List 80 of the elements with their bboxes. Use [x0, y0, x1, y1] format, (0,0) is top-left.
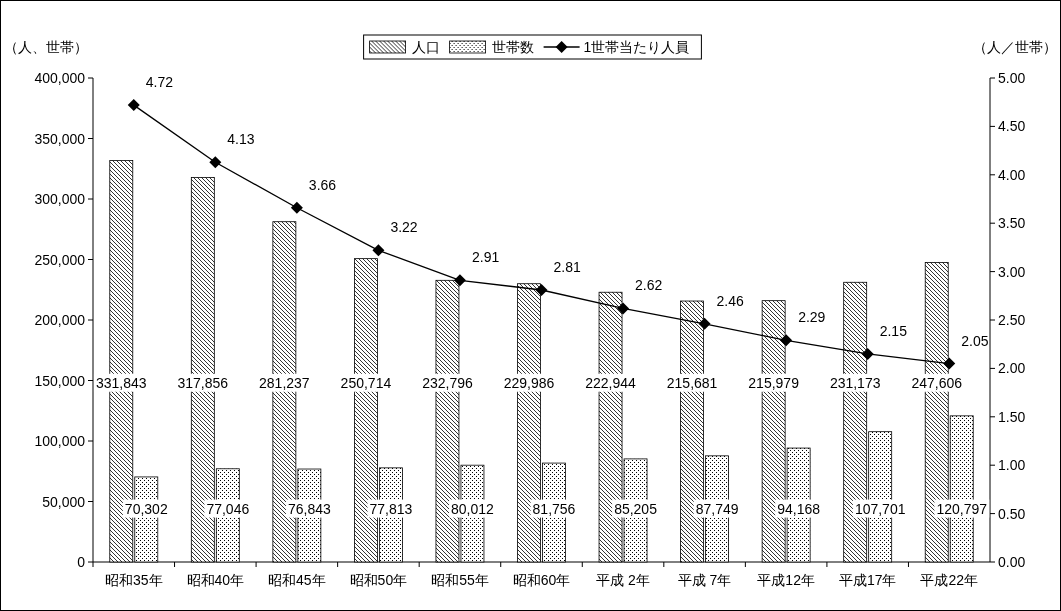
data-label: 94,168: [777, 500, 821, 517]
x-tick-label: 平成12年: [757, 572, 815, 588]
y-tick-label: 350,000: [34, 130, 86, 147]
point: [698, 317, 711, 330]
data-label: 222,944: [585, 374, 637, 391]
data-label: 77,046: [206, 500, 250, 517]
y2-tick-label: 2.50: [998, 312, 1026, 328]
x-tick-label: 昭和45年: [268, 572, 326, 588]
y-tick-label: 0: [77, 554, 86, 570]
y-tick-label: 200,000: [34, 312, 86, 328]
y2-tick-label: 2.00: [998, 360, 1026, 377]
data-label: 80,012: [451, 500, 495, 517]
data-label: 4.13: [227, 131, 255, 148]
data-label: 2.15: [879, 322, 908, 339]
x-tick-label: 昭和60年: [512, 572, 571, 588]
legend-label: 人口: [411, 39, 440, 55]
data-label: 2.29: [798, 309, 826, 326]
point: [290, 201, 303, 214]
data-label: 2.81: [553, 258, 581, 275]
data-label: 120,797: [936, 500, 988, 517]
y-axis-title: （人、世帯）: [4, 39, 88, 55]
y2-tick-label: 4.00: [998, 166, 1026, 183]
x-tick-label: 平成17年: [838, 572, 897, 588]
y-tick-label: 300,000: [34, 191, 86, 207]
point: [943, 357, 956, 370]
x-tick-label: 昭和40年: [186, 572, 245, 588]
y-tick-label: 50,000: [42, 493, 86, 510]
y2-tick-label: 1.50: [998, 408, 1026, 425]
point: [780, 334, 793, 347]
point: [372, 244, 385, 257]
point: [861, 347, 874, 360]
legend-label: 世帯数: [491, 39, 534, 55]
point: [535, 283, 548, 296]
data-label: 2.05: [961, 332, 989, 349]
data-label: 281,237: [259, 374, 310, 391]
y2-tick-label: 5.00: [998, 70, 1026, 86]
y2-tick-label: 3.50: [998, 215, 1026, 232]
data-label: 215,681: [666, 374, 718, 391]
data-label: 107,701: [854, 500, 906, 517]
x-tick-label: 昭和35年: [104, 572, 163, 588]
y-tick-label: 150,000: [34, 372, 86, 389]
data-label: 87,749: [695, 500, 739, 517]
data-label: 85,205: [614, 500, 658, 517]
x-tick-label: 平成 7年: [677, 572, 732, 588]
data-label: 231,173: [829, 374, 881, 391]
y-tick-label: 400,000: [34, 70, 86, 86]
y2-tick-label: 0.00: [998, 554, 1026, 570]
data-label: 76,843: [287, 500, 331, 517]
x-tick-label: 平成22年: [920, 572, 979, 588]
x-tick-label: 昭和50年: [349, 572, 408, 588]
x-tick-label: 平成 2年: [596, 572, 650, 588]
data-label: 331,843: [95, 374, 147, 391]
x-tick-label: 昭和55年: [431, 572, 489, 588]
data-label: 77,813: [369, 500, 413, 517]
data-label: 317,856: [177, 374, 229, 391]
y2-tick-label: 0.50: [998, 505, 1026, 522]
y-tick-label: 250,000: [34, 251, 86, 268]
y2-tick-label: 3.00: [998, 263, 1026, 280]
data-label: 81,756: [532, 500, 576, 517]
legend-label: 1世帯当たり人員: [583, 39, 690, 55]
data-label: 250,714: [340, 374, 392, 391]
data-label: 215,979: [748, 374, 800, 391]
data-label: 2.62: [635, 277, 663, 294]
y-tick-label: 100,000: [34, 433, 86, 449]
point: [453, 274, 466, 287]
data-label: 232,796: [422, 374, 473, 391]
y2-tick-label: 1.00: [998, 457, 1026, 474]
data-label: 229,986: [503, 374, 555, 391]
data-label: 70,302: [124, 500, 168, 517]
data-label: 3.22: [390, 219, 418, 236]
data-label: 2.91: [471, 249, 500, 266]
point: [209, 156, 222, 169]
data-label: 2.46: [716, 292, 745, 309]
point: [127, 99, 140, 112]
data-label: 247,606: [911, 374, 963, 391]
y2-axis-title: （人／世帯）: [973, 39, 1057, 55]
data-label: 4.72: [145, 74, 174, 91]
point: [617, 302, 630, 315]
data-label: 3.66: [308, 176, 337, 193]
y2-tick-label: 4.50: [998, 118, 1026, 135]
